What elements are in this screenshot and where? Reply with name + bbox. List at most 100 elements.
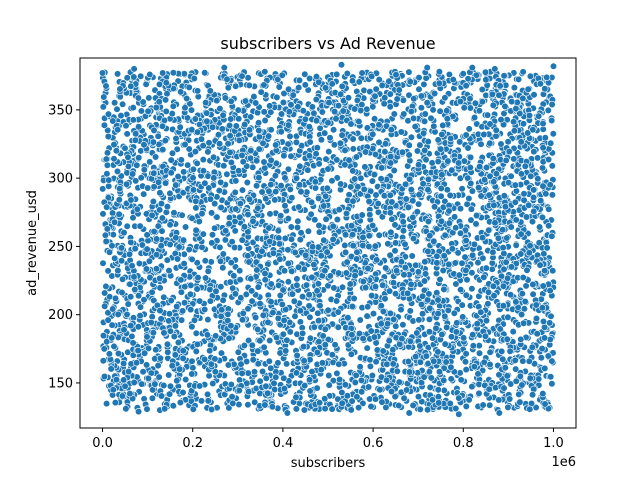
data-point — [193, 285, 201, 293]
data-point — [329, 222, 337, 230]
data-point — [373, 346, 381, 354]
data-point — [489, 154, 497, 163]
data-point — [274, 359, 282, 367]
data-point — [134, 94, 142, 102]
data-point — [381, 94, 389, 102]
data-point — [517, 170, 526, 178]
data-point — [190, 74, 198, 83]
data-point — [457, 376, 465, 384]
data-point — [514, 75, 523, 83]
data-point — [324, 119, 332, 127]
data-point — [478, 85, 486, 94]
data-point — [455, 394, 463, 402]
data-point — [321, 129, 329, 137]
data-point — [425, 328, 434, 336]
data-point — [346, 280, 354, 288]
data-point — [384, 320, 392, 328]
data-point — [420, 373, 428, 381]
data-point — [168, 362, 176, 370]
data-point — [437, 192, 445, 200]
data-point — [165, 371, 173, 379]
data-point — [343, 392, 352, 400]
data-point — [330, 284, 338, 292]
data-point — [505, 147, 513, 156]
data-point — [526, 72, 535, 80]
data-point — [371, 150, 380, 159]
data-point — [488, 265, 496, 273]
data-point — [500, 384, 508, 392]
data-point — [196, 297, 204, 305]
data-point — [207, 258, 215, 266]
data-point — [363, 344, 371, 352]
data-point — [124, 153, 132, 161]
data-point — [305, 302, 313, 310]
data-point — [267, 180, 275, 189]
data-point — [101, 302, 109, 310]
data-point — [188, 357, 196, 365]
data-point — [347, 406, 355, 414]
data-point — [342, 209, 351, 218]
data-point — [471, 113, 479, 122]
data-point — [156, 284, 164, 292]
data-point — [388, 198, 396, 206]
data-point — [347, 350, 356, 358]
data-point — [499, 302, 508, 310]
data-point — [105, 176, 113, 184]
data-point — [174, 338, 182, 347]
data-point — [235, 115, 243, 123]
data-point — [379, 347, 387, 355]
data-point — [191, 115, 199, 123]
data-point — [416, 141, 424, 149]
data-point — [480, 130, 488, 139]
data-point — [255, 174, 263, 182]
data-point — [148, 313, 156, 321]
data-point — [238, 316, 247, 324]
data-point — [193, 159, 201, 167]
data-point — [212, 287, 220, 295]
data-point — [435, 68, 444, 76]
data-point — [524, 129, 532, 137]
data-point — [248, 297, 256, 305]
data-point — [197, 397, 206, 405]
data-point — [284, 121, 293, 129]
data-point — [500, 265, 508, 273]
data-point — [223, 75, 231, 83]
data-point — [357, 174, 365, 182]
data-point — [154, 132, 162, 140]
data-point — [349, 145, 357, 153]
data-point — [526, 242, 534, 250]
data-point — [201, 179, 209, 187]
data-point — [187, 106, 196, 114]
data-point — [407, 133, 416, 141]
data-point — [255, 126, 263, 135]
data-point — [219, 250, 227, 258]
data-point — [120, 326, 128, 334]
data-point — [315, 317, 323, 325]
data-point — [469, 331, 477, 339]
data-point — [462, 266, 470, 275]
data-point — [447, 375, 455, 383]
data-point — [176, 365, 184, 373]
data-point — [136, 312, 144, 320]
data-point — [500, 249, 508, 258]
data-point — [452, 280, 460, 288]
data-point — [103, 338, 111, 346]
data-point — [539, 390, 547, 398]
data-point — [171, 322, 179, 330]
data-point — [150, 126, 158, 134]
data-point — [469, 342, 477, 350]
data-point — [143, 361, 151, 369]
data-point — [217, 178, 225, 186]
data-point — [99, 103, 107, 111]
data-point — [266, 237, 274, 246]
data-point — [375, 121, 383, 129]
data-point — [355, 117, 363, 126]
data-point — [310, 261, 318, 269]
data-point — [123, 310, 131, 319]
data-point — [296, 162, 304, 170]
data-point — [349, 197, 357, 205]
data-point — [191, 148, 199, 156]
data-point — [362, 148, 370, 156]
data-point — [202, 98, 210, 107]
data-point — [348, 331, 356, 339]
